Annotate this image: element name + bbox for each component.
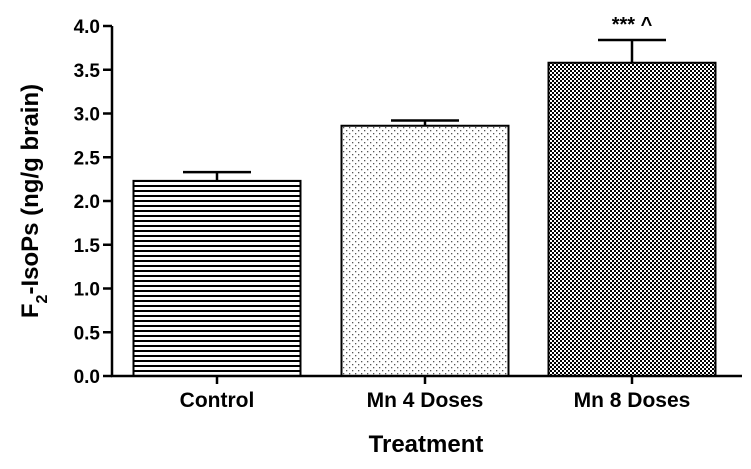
x-tick-label: Control	[180, 389, 255, 412]
error-bars	[183, 38, 666, 181]
y-tick-label: 1.0	[74, 280, 100, 301]
y-axis-title-main: F	[17, 303, 44, 318]
bar-control	[132, 179, 302, 377]
significance-annotation: *** ^	[612, 14, 653, 36]
y-tick-label: 1.5	[74, 236, 101, 257]
y-axis-title-rest: -IsoPs (ng/g brain)	[17, 84, 44, 295]
y-tick-label: 2.5	[74, 148, 101, 169]
annotations: *** ^	[612, 14, 653, 36]
x-axis-title: Treatment	[369, 431, 484, 458]
y-tick-label: 0.0	[74, 367, 100, 388]
y-tick-label: 3.5	[74, 61, 101, 82]
y-tick-label: 3.0	[74, 105, 100, 126]
y-ticks: 0.0 0.5 1.0 1.5 2.0 2.5 3.0 3.5 4.0	[74, 17, 112, 388]
x-ticks: Control Mn 4 Doses Mn 8 Doses	[180, 376, 691, 412]
y-tick-label: 4.0	[74, 17, 100, 38]
bar-mn-8-doses	[547, 61, 717, 377]
x-tick-label: Mn 8 Doses	[574, 389, 691, 412]
y-tick-label: 0.5	[74, 323, 101, 344]
y-axis-title: F2-IsoPs (ng/g brain)	[17, 84, 51, 318]
x-tick-label: Mn 4 Doses	[367, 389, 484, 412]
y-tick-label: 2.0	[74, 192, 100, 213]
bar-mn-4-doses	[340, 124, 510, 377]
y-axis-title-subscript: 2	[34, 294, 51, 303]
bars	[132, 61, 717, 377]
